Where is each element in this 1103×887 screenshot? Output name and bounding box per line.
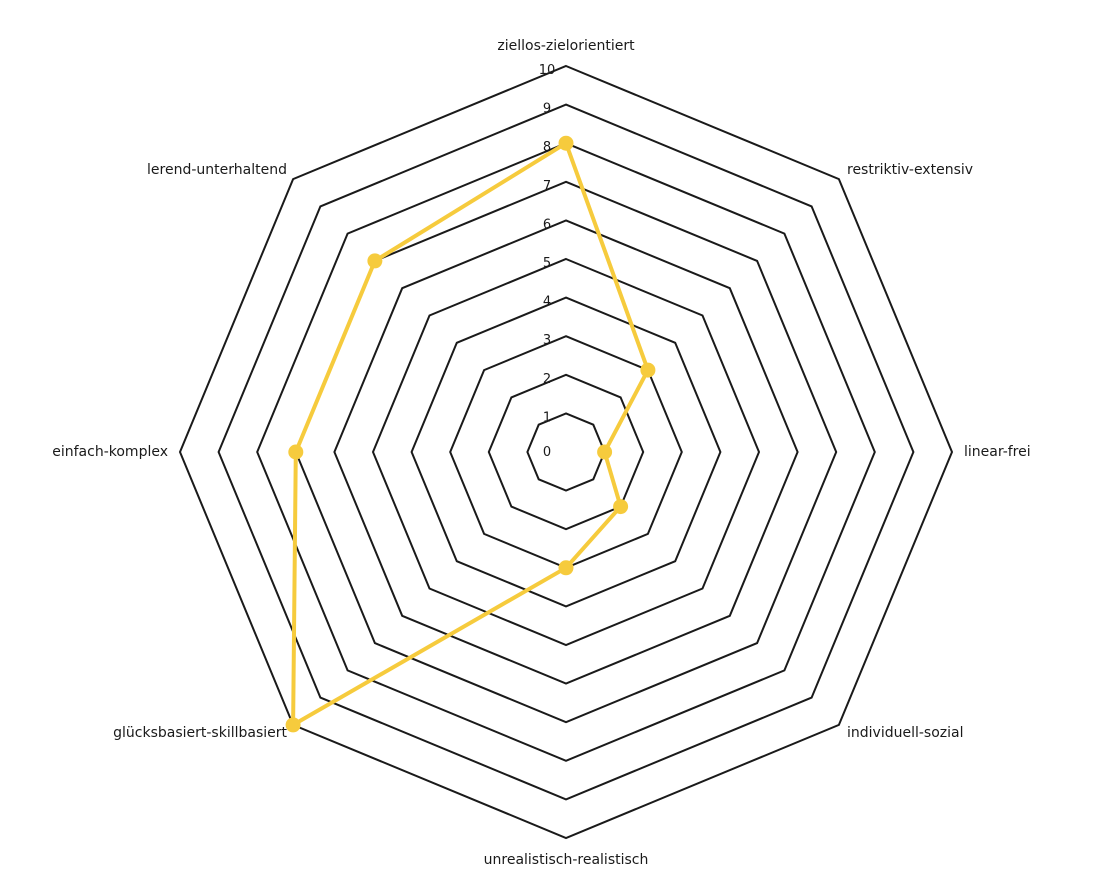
tick-label: 7: [543, 179, 551, 194]
data-point-2: [597, 444, 613, 460]
grid-ring-6: [333, 219, 799, 685]
data-point-3: [613, 499, 629, 515]
data-point-0: [558, 135, 574, 151]
grid-ring-4: [410, 296, 722, 608]
grid-ring-8: [256, 142, 876, 762]
grid-ring-5: [371, 257, 761, 647]
radar-grid: [178, 64, 954, 840]
radar-series: [285, 135, 656, 733]
grid-ring-9: [217, 103, 915, 801]
tick-label: 4: [543, 295, 551, 310]
tick-label: 3: [543, 333, 551, 348]
tick-label: 10: [539, 63, 556, 78]
series-line: [291, 141, 650, 727]
tick-label: 5: [543, 256, 551, 271]
grid-ring-2: [487, 373, 645, 531]
data-point-1: [640, 362, 656, 378]
data-point-5: [285, 717, 301, 733]
axis-label: einfach-komplex: [52, 444, 168, 460]
tick-label: 8: [543, 140, 551, 155]
radar-axis-labels: ziellos-zielorientiert restriktiv-extensi…: [52, 38, 1030, 868]
grid-ring-1: [526, 412, 606, 492]
tick-label: 9: [543, 102, 551, 117]
tick-label: 2: [543, 372, 551, 387]
data-point-4: [558, 560, 574, 576]
axis-label: restriktiv-extensiv: [847, 162, 973, 178]
axis-label: unrealistisch-realistisch: [484, 852, 649, 868]
radar-tick-labels: 0 1 2 3 4 5 6 7 8 9 10: [539, 63, 556, 460]
axis-label: individuell-sozial: [847, 725, 963, 741]
data-point-6: [288, 444, 304, 460]
axis-label: glücksbasiert-skillbasiert: [113, 725, 287, 741]
axis-label: ziellos-zielorientiert: [497, 38, 635, 54]
tick-label: 6: [543, 217, 551, 232]
grid-ring-10: [178, 64, 954, 840]
tick-label: 0: [543, 445, 551, 460]
data-point-7: [367, 253, 383, 269]
axis-label: lerend-unterhaltend: [147, 162, 287, 178]
axis-label: linear-frei: [964, 444, 1031, 460]
tick-label: 1: [543, 410, 551, 425]
